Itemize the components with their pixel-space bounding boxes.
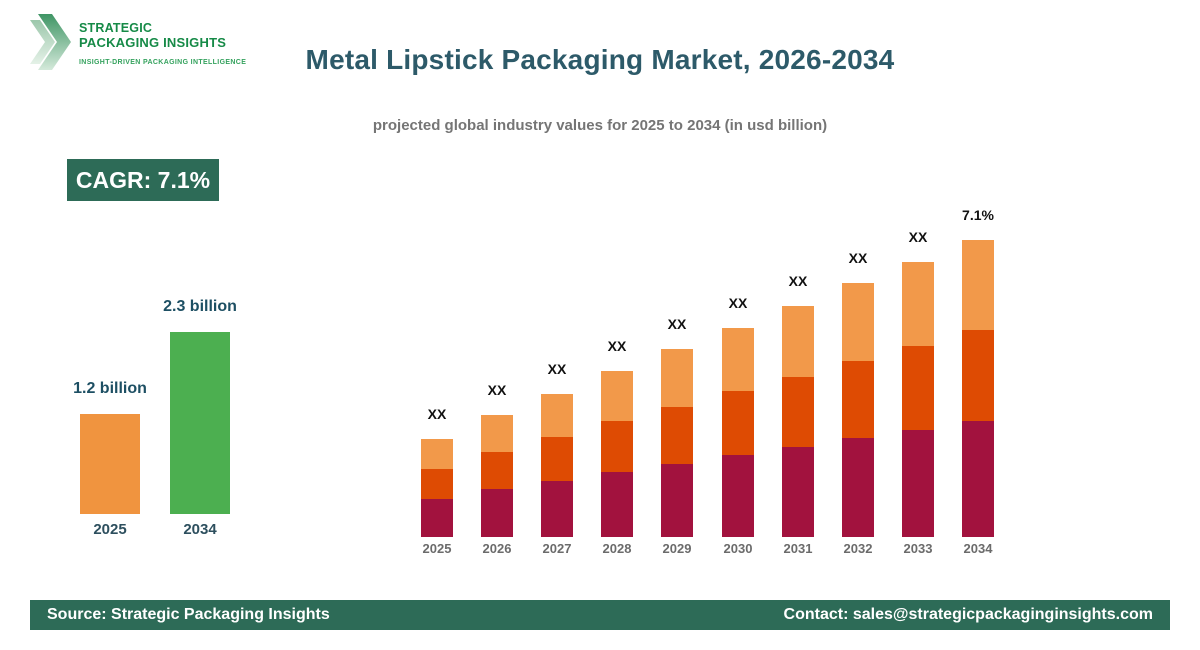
stacked-bar-col-2026: XX 2026 [481, 198, 513, 556]
x-axis-label-2029: 2029 [662, 541, 692, 556]
bar-segment-bottom-2026 [481, 489, 513, 537]
bar-segment-bottom-2030 [722, 455, 754, 537]
x-axis-label-2027: 2027 [542, 541, 572, 556]
bar-segment-top-2025 [421, 439, 453, 469]
stacked-bar-2029 [661, 349, 693, 537]
bar-segment-top-2033 [902, 262, 934, 346]
brand-logo-text: STRATEGIC PACKAGING INSIGHTS INSIGHT-DRI… [79, 13, 247, 67]
stacked-bar-col-2025: XX 2025 [421, 198, 453, 556]
brand-name-line1: STRATEGIC [79, 21, 153, 35]
bar-segment-top-2031 [782, 306, 814, 377]
bar-segment-middle-2031 [782, 377, 814, 447]
summary-axis-label-2034: 2034 [183, 521, 217, 538]
bar-segment-middle-2025 [421, 469, 453, 499]
bar-segment-top-2029 [661, 349, 693, 407]
bar-value-label-2029: XX [667, 316, 687, 332]
footer-contact: Contact: sales@strategicpackaginginsight… [783, 606, 1153, 623]
brand-name-line2: PACKAGING INSIGHTS [79, 35, 227, 50]
bar-value-label-2034: 7.1% [962, 207, 994, 223]
bar-segment-middle-2029 [661, 407, 693, 464]
stacked-bar-col-2028: XX 2028 [601, 198, 633, 556]
x-axis-label-2034: 2034 [963, 541, 993, 556]
bar-segment-bottom-2028 [601, 472, 633, 537]
bar-value-label-2032: XX [848, 250, 868, 266]
bar-segment-middle-2034 [962, 330, 994, 421]
summary-value-label: 1.2 billion [73, 380, 147, 397]
summary-bars: 1.2 billion 2.3 billion [73, 298, 237, 514]
brand-tagline: INSIGHT-DRIVEN PACKAGING INTELLIGENCE [79, 59, 247, 66]
bar-value-label-2033: XX [908, 229, 928, 245]
stacked-bar-2025 [421, 439, 453, 537]
stacked-bar-col-2031: XX 2031 [782, 198, 814, 556]
bar-segment-top-2030 [722, 328, 754, 391]
stacked-bar-col-2029: XX 2029 [661, 198, 693, 556]
stacked-bar-2026 [481, 415, 513, 537]
x-axis-label-2026: 2026 [482, 541, 512, 556]
bar-segment-bottom-2032 [842, 438, 874, 537]
x-axis-label-2033: 2033 [903, 541, 933, 556]
bar-segment-bottom-2029 [661, 464, 693, 537]
stacked-bar-col-2033: XX 2033 [902, 198, 934, 556]
bar-value-label-2030: XX [728, 295, 748, 311]
page-title: Metal Lipstick Packaging Market, 2026-20… [305, 44, 895, 75]
stacked-bar-col-2032: XX 2032 [842, 198, 874, 556]
stacked-bar-2031 [782, 306, 814, 537]
summary-bar-chart: 1.2 billion 2.3 billion 2025 2034 [73, 298, 237, 538]
cagr-badge: CAGR: 7.1% [67, 159, 219, 201]
stacked-bar-2033 [902, 262, 934, 537]
summary-bar-group-2025: 1.2 billion [73, 380, 147, 514]
summary-axis-label-2025: 2025 [93, 521, 127, 538]
bar-segment-top-2027 [541, 394, 573, 437]
stacked-bar-2027 [541, 394, 573, 537]
x-axis-label-2032: 2032 [843, 541, 873, 556]
bar-segment-middle-2032 [842, 361, 874, 438]
chevron-logo-icon [30, 14, 71, 70]
summary-value-label: 2.3 billion [163, 298, 237, 315]
bar-segment-top-2032 [842, 283, 874, 361]
stacked-bar-2032 [842, 283, 874, 537]
bar-segment-top-2026 [481, 415, 513, 452]
x-axis-label-2028: 2028 [602, 541, 632, 556]
bar-value-label-2026: XX [487, 382, 507, 398]
page-subtitle: projected global industry values for 202… [372, 117, 828, 134]
bar-value-label-2031: XX [788, 273, 808, 289]
bar-segment-middle-2028 [601, 421, 633, 472]
bar-value-label-2028: XX [607, 338, 627, 354]
stacked-bar-col-2030: XX 2030 [722, 198, 754, 556]
stacked-bar-2030 [722, 328, 754, 537]
bar-segment-bottom-2027 [541, 481, 573, 537]
bar-segment-middle-2030 [722, 391, 754, 455]
summary-bar-2034 [170, 332, 230, 514]
bar-value-label-2027: XX [547, 361, 567, 377]
bar-segment-top-2034 [962, 240, 994, 330]
bar-value-label-2025: XX [427, 406, 447, 422]
bar-segment-bottom-2033 [902, 430, 934, 537]
bar-segment-middle-2026 [481, 452, 513, 489]
footer-bar: Source: Strategic Packaging Insights Con… [30, 600, 1170, 630]
stacked-bar-2034 [962, 240, 994, 537]
x-axis-label-2030: 2030 [723, 541, 753, 556]
bar-segment-top-2028 [601, 371, 633, 421]
summary-bar-2025 [80, 414, 140, 514]
stacked-bar-col-2034: 7.1% 2034 [962, 198, 994, 556]
bar-segment-bottom-2034 [962, 421, 994, 537]
footer-source: Source: Strategic Packaging Insights [47, 606, 330, 623]
summary-bar-group-2034: 2.3 billion [163, 298, 237, 514]
summary-axis-labels: 2025 2034 [80, 521, 230, 538]
bar-segment-bottom-2031 [782, 447, 814, 537]
stacked-bar-2028 [601, 371, 633, 537]
brand-logo: STRATEGIC PACKAGING INSIGHTS INSIGHT-DRI… [30, 13, 246, 71]
bar-segment-bottom-2025 [421, 499, 453, 537]
bar-segment-middle-2033 [902, 346, 934, 430]
bar-segment-middle-2027 [541, 437, 573, 481]
stacked-bar-col-2027: XX 2027 [541, 198, 573, 556]
x-axis-label-2031: 2031 [783, 541, 813, 556]
x-axis-label-2025: 2025 [422, 541, 452, 556]
stacked-bar-chart: XX 2025 XX 2026 XX 2027 XX 2028 XX 2029 XX 2030 XX 20… [421, 198, 994, 560]
